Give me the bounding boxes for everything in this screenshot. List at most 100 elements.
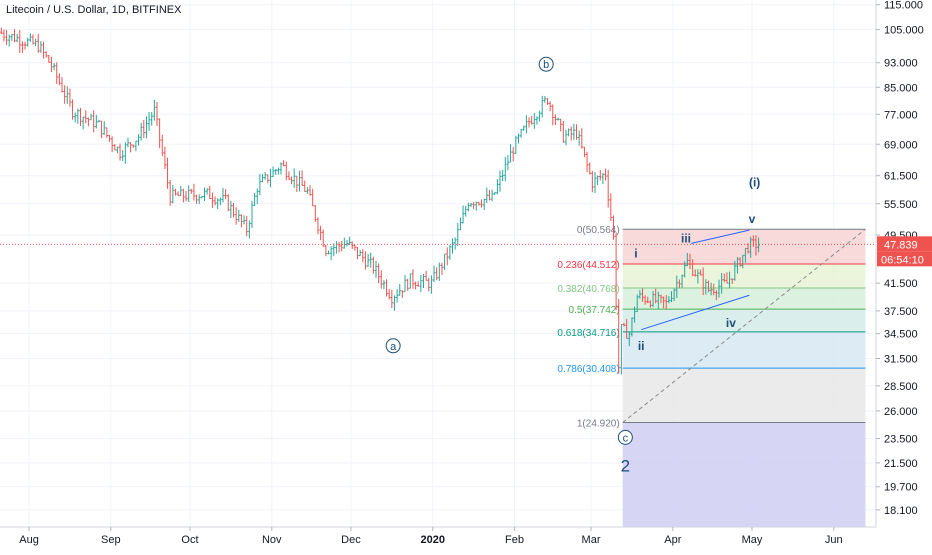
price-axis-bg	[876, 0, 932, 550]
candle	[636, 294, 639, 313]
candle	[485, 187, 489, 203]
candle	[511, 146, 515, 162]
candle	[314, 204, 317, 223]
candle	[649, 300, 652, 308]
fib-level-label: 1(24.920)	[577, 419, 620, 430]
candle	[728, 271, 731, 289]
wave-label-circle	[617, 429, 633, 445]
candle	[519, 128, 523, 138]
y-tick-label: 115.000	[884, 0, 923, 12]
candle	[155, 102, 159, 126]
candle	[256, 188, 259, 204]
wave-label: v	[749, 212, 756, 226]
candle	[308, 185, 312, 196]
candle	[92, 110, 95, 133]
wave-label: iii	[681, 231, 691, 245]
candle	[633, 306, 636, 323]
fib-level-label: 0(50.564)	[577, 225, 620, 236]
candle	[142, 119, 146, 139]
candle	[628, 331, 631, 347]
y-tick-label: 77.000	[884, 109, 918, 121]
candle	[192, 183, 196, 201]
candle	[707, 280, 710, 293]
candle	[377, 263, 380, 284]
candle	[670, 291, 673, 303]
candle	[419, 275, 423, 292]
candle	[680, 274, 684, 288]
candle	[504, 156, 507, 182]
candle	[39, 41, 43, 53]
candle	[110, 136, 114, 153]
candle	[411, 269, 415, 289]
candle	[440, 262, 444, 276]
candle	[274, 168, 277, 175]
countdown-tag	[877, 251, 932, 267]
candle	[126, 137, 130, 148]
candle	[422, 273, 425, 289]
wave-label: iv	[726, 316, 736, 330]
candle	[248, 220, 251, 239]
candle	[216, 198, 219, 210]
y-tick-label: 69.000	[884, 139, 918, 151]
candle	[221, 187, 225, 203]
y-tick-label: 93.000	[884, 58, 918, 70]
candle	[253, 193, 256, 207]
candle	[287, 171, 291, 180]
candle	[200, 196, 204, 199]
candle	[237, 209, 240, 222]
candle	[124, 142, 127, 164]
candle	[322, 229, 325, 247]
candle	[651, 290, 655, 307]
candle	[469, 202, 473, 207]
candle	[31, 34, 35, 45]
candle	[390, 289, 394, 308]
wave-label: a	[390, 341, 397, 353]
candle	[683, 261, 686, 278]
candle	[527, 117, 531, 128]
candle	[430, 275, 433, 294]
candle	[89, 113, 93, 121]
candle	[58, 73, 61, 86]
candle	[696, 269, 700, 284]
y-tick-label: 23.500	[884, 434, 918, 446]
wave-label: ii	[638, 339, 645, 353]
y-tick-label: 61.500	[884, 171, 918, 183]
candle	[348, 236, 351, 246]
candle	[435, 267, 438, 281]
candle	[81, 116, 85, 130]
candle	[13, 29, 16, 43]
candle	[559, 118, 562, 132]
candle	[599, 170, 602, 181]
candle	[351, 241, 354, 250]
candle	[477, 201, 481, 206]
candle	[665, 294, 668, 310]
candle	[42, 41, 45, 59]
fib-zone	[622, 368, 866, 423]
candle	[168, 179, 172, 206]
candle	[50, 56, 53, 73]
candle	[475, 201, 478, 211]
candle	[300, 170, 304, 186]
fibonacci-retracement: 0(50.564) 0.236(44.512) 0.382(40.768) 0.5(3…	[557, 225, 866, 527]
candle	[224, 189, 227, 200]
candle	[453, 237, 457, 250]
candle	[47, 55, 51, 63]
candle	[332, 243, 335, 257]
fib-level-label: 0.786(30.408)	[557, 364, 619, 375]
wave-label-circle	[385, 338, 401, 354]
candle	[754, 235, 758, 256]
candle	[87, 117, 90, 127]
candle	[337, 242, 341, 253]
candle	[372, 256, 375, 274]
candle	[409, 273, 412, 289]
candle	[641, 288, 644, 302]
candle	[208, 186, 211, 200]
y-tick-label: 41.500	[884, 278, 918, 290]
candle	[79, 107, 82, 127]
candle	[316, 217, 320, 235]
trendline	[641, 294, 750, 331]
candle	[438, 262, 441, 281]
candle	[659, 294, 663, 304]
